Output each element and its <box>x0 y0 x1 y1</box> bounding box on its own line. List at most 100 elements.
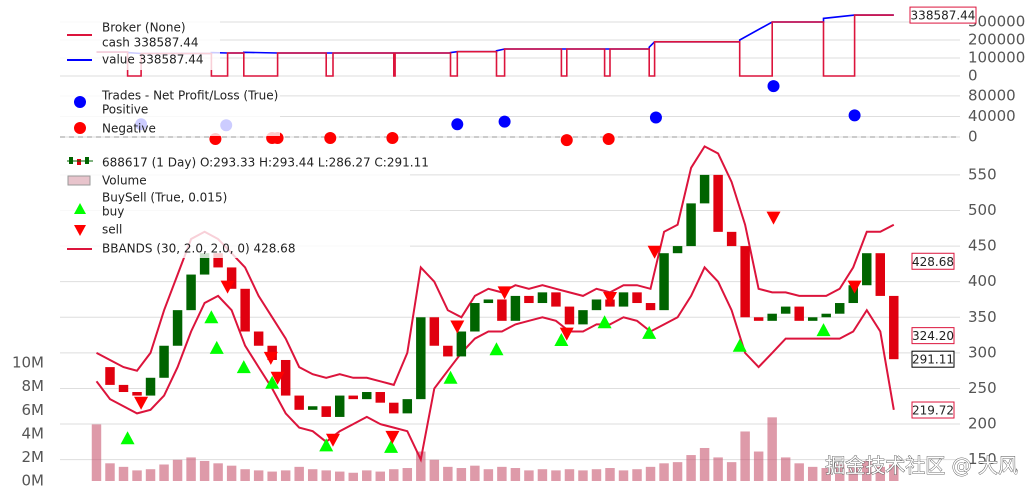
volume-bar <box>226 465 237 481</box>
volume-bar <box>362 470 372 481</box>
candle <box>713 174 723 232</box>
candle <box>145 377 156 396</box>
candle <box>537 292 548 304</box>
candle <box>875 253 885 296</box>
candle <box>524 295 534 304</box>
trade-point <box>767 80 780 93</box>
y-tick-label: 200000 <box>968 31 1025 49</box>
y-tick-label: 350 <box>968 308 997 326</box>
y-tick-label: 300000 <box>968 13 1025 31</box>
volume-bar <box>807 466 818 481</box>
volume-bar <box>591 469 602 481</box>
sell-marker <box>603 292 617 306</box>
sell-marker <box>263 351 278 365</box>
label-box <box>911 252 955 270</box>
buy-marker <box>732 338 747 352</box>
last-value-label: 219.72 <box>912 404 954 418</box>
candle <box>429 317 440 346</box>
legend-entry: Negative <box>102 122 156 136</box>
sell-marker <box>766 211 781 225</box>
legend-entry: Volume <box>102 174 147 188</box>
legend-title: Trades - Net Profit/Loss (True) <box>101 89 278 103</box>
label-box <box>911 350 955 368</box>
volume-bar <box>551 470 561 481</box>
candle <box>335 395 345 417</box>
buy-marker <box>642 325 657 339</box>
legend-entry: BBANDS (30, 2.0, 2.0, 0) 428.68 <box>102 242 295 256</box>
y-tick-label: 100000 <box>968 49 1025 67</box>
volume-bar <box>767 417 777 481</box>
candle <box>862 253 872 286</box>
trade-point <box>560 134 573 147</box>
volume-bar <box>645 466 656 481</box>
candle <box>618 292 629 307</box>
candle <box>794 306 804 321</box>
candle <box>159 345 169 378</box>
volume-bar <box>456 468 467 481</box>
watermark: 掘金技术社区 @ 大风 <box>825 454 1018 478</box>
y-tick-label: 250 <box>968 379 997 397</box>
candle <box>280 359 291 396</box>
legend-entry: value 338587.44 <box>102 53 203 67</box>
candle <box>807 317 818 321</box>
volume-bar <box>713 457 723 481</box>
volume-bar <box>199 460 210 481</box>
buy-marker <box>120 431 135 445</box>
buy-marker <box>204 310 219 324</box>
volume-bar <box>821 468 831 481</box>
legend-swatch <box>74 122 86 134</box>
sell-marker <box>847 280 862 294</box>
candle <box>699 174 710 204</box>
y-tick-label: 450 <box>968 237 997 255</box>
y-tick-label: 40000 <box>968 107 1016 125</box>
volume-bar <box>118 466 129 481</box>
volume-bar <box>889 464 899 481</box>
volume-bar <box>91 424 102 481</box>
volume-bar <box>699 447 710 481</box>
candle <box>551 292 561 307</box>
volume-bar <box>686 455 696 481</box>
candle <box>199 253 210 275</box>
label-box <box>911 327 955 345</box>
trade-point <box>602 133 615 146</box>
volume-tick-label: 4M <box>22 424 45 442</box>
volume-tick-label: 10M <box>12 354 44 372</box>
legend-swatch <box>74 96 86 108</box>
candle <box>753 317 764 321</box>
y-tick-label: 0 <box>968 127 978 145</box>
candle <box>172 310 183 346</box>
candle <box>186 274 196 311</box>
volume-bar <box>389 469 399 481</box>
candle <box>672 246 683 254</box>
volume-bar <box>875 466 885 481</box>
mark-layer: 338587.44 428.68 324.20 291.11 219.72 <box>91 6 977 481</box>
volume-bar <box>253 470 264 481</box>
label-box <box>909 6 977 24</box>
y-tick-label: 200 <box>968 415 997 433</box>
volume-bar <box>443 466 453 481</box>
y-tick-label: 400 <box>968 272 997 290</box>
volume-bar <box>753 451 764 481</box>
legend-box <box>60 88 280 136</box>
candle <box>213 253 223 268</box>
volume-bar <box>402 468 413 481</box>
candle <box>307 406 318 410</box>
candle <box>578 310 588 325</box>
candle <box>402 399 413 414</box>
candle <box>240 288 250 332</box>
volume-bar <box>618 470 629 481</box>
volume-bar <box>672 462 683 481</box>
volume-tick-label: 2M <box>22 448 45 466</box>
last-value-label: 324.20 <box>912 329 954 343</box>
candle <box>105 367 115 385</box>
volume-bar <box>348 472 358 481</box>
trade-point <box>498 115 511 128</box>
volume-bar <box>835 464 845 481</box>
candle <box>375 392 385 403</box>
volume-bar <box>605 468 615 481</box>
buy-marker <box>384 439 399 453</box>
candle <box>362 392 372 400</box>
legend-entry: Positive <box>102 103 148 117</box>
candle <box>780 306 791 314</box>
y-tick-label: 300 <box>968 343 997 361</box>
